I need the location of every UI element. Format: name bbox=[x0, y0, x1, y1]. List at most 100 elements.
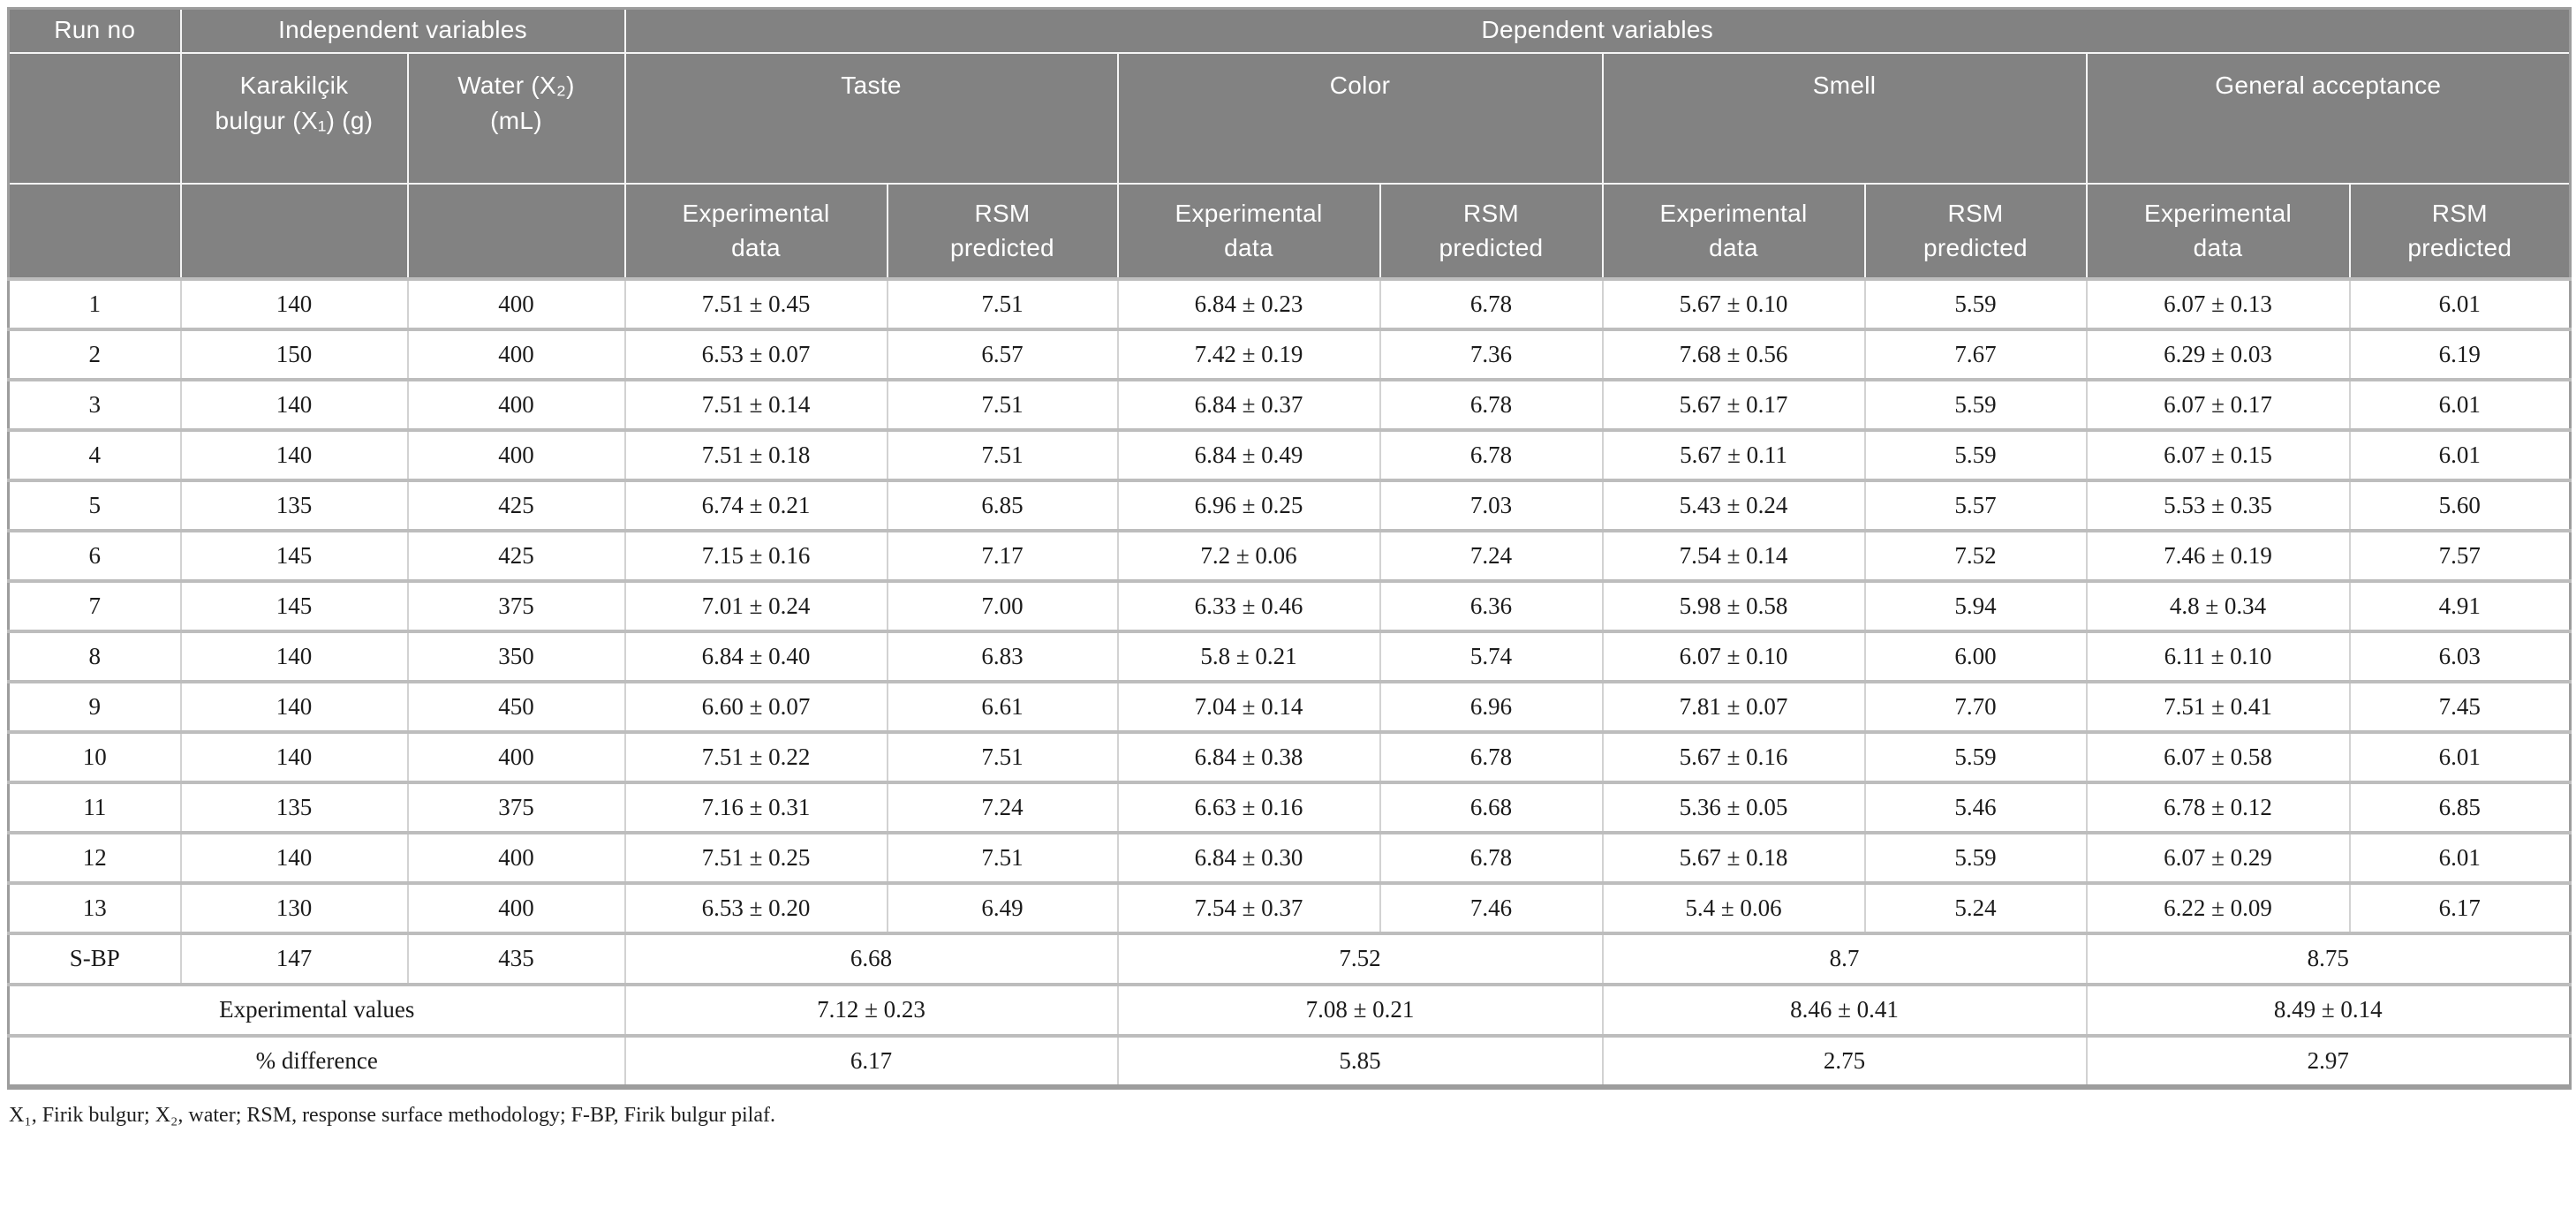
cell-water: 400 bbox=[406, 427, 626, 482]
cell-general-acceptance-experimental: 6.07 ± 0.58 bbox=[2085, 729, 2351, 784]
cell-karakilcik-bulgur: 140 bbox=[179, 377, 409, 432]
cell-color-experimental: 6.84 ± 0.23 bbox=[1116, 276, 1381, 331]
cell-run-no: 4 bbox=[7, 427, 182, 482]
cell-water: 375 bbox=[406, 578, 626, 633]
cell-taste-experimental: 6.84 ± 0.40 bbox=[623, 629, 888, 683]
cell-water: 400 bbox=[406, 880, 626, 935]
cell-color-rsm: 6.78 bbox=[1379, 830, 1604, 885]
table-row: 8 140 350 6.84 ± 0.40 6.83 5.8 ± 0.21 5.… bbox=[7, 629, 2572, 683]
cell-run-no: 1 bbox=[7, 276, 182, 331]
cell-general-acceptance-rsm: 5.60 bbox=[2348, 478, 2572, 532]
header-group-color: Color bbox=[1116, 51, 1604, 185]
header-water: Water (X₂) (mL) bbox=[406, 51, 626, 185]
cell-color-rsm: 7.03 bbox=[1379, 478, 1604, 532]
pct-difference-smell: 2.75 bbox=[1601, 1033, 2088, 1089]
cell-karakilcik-bulgur: 135 bbox=[179, 478, 409, 532]
cell-smell-experimental: 5.67 ± 0.17 bbox=[1601, 377, 1866, 432]
cell-smell-experimental: 5.67 ± 0.16 bbox=[1601, 729, 1866, 784]
cell-karakilcik-bulgur: 140 bbox=[179, 427, 409, 482]
cell-run-no: 5 bbox=[7, 478, 182, 532]
cell-karakilcik-bulgur: 130 bbox=[179, 880, 409, 935]
cell-general-acceptance-experimental: 6.07 ± 0.29 bbox=[2085, 830, 2351, 885]
cell-smell-rsm: 5.59 bbox=[1863, 276, 2088, 331]
cell-color-experimental: 7.04 ± 0.14 bbox=[1116, 679, 1381, 734]
cell-color-experimental: 6.84 ± 0.37 bbox=[1116, 377, 1381, 432]
cell-taste-experimental: 7.51 ± 0.18 bbox=[623, 427, 888, 482]
experimental-values-label: Experimental values bbox=[7, 982, 626, 1038]
cell-taste-rsm: 7.51 bbox=[886, 276, 1119, 331]
table-row: 6 145 425 7.15 ± 0.16 7.17 7.2 ± 0.06 7.… bbox=[7, 528, 2572, 583]
cell-general-acceptance-rsm: 6.17 bbox=[2348, 880, 2572, 935]
cell-water: 350 bbox=[406, 629, 626, 683]
cell-color-experimental: 6.63 ± 0.16 bbox=[1116, 780, 1381, 834]
cell-general-acceptance-experimental: 6.29 ± 0.03 bbox=[2085, 327, 2351, 381]
cell-color-rsm: 6.78 bbox=[1379, 276, 1604, 331]
cell-taste-experimental: 6.53 ± 0.20 bbox=[623, 880, 888, 935]
cell-run-no: 12 bbox=[7, 830, 182, 885]
cell-smell-experimental: 7.68 ± 0.56 bbox=[1601, 327, 1866, 381]
cell-color-rsm: 6.96 bbox=[1379, 679, 1604, 734]
header-karakilcik-bulgur: Karakilçik bulgur (X₁) (g) bbox=[179, 51, 409, 185]
cell-color-experimental: 5.8 ± 0.21 bbox=[1116, 629, 1381, 683]
cell-general-acceptance-experimental: 6.07 ± 0.15 bbox=[2085, 427, 2351, 482]
cell-taste-rsm: 7.51 bbox=[886, 729, 1119, 784]
cell-karakilcik-bulgur: 150 bbox=[179, 327, 409, 381]
cell-general-acceptance-experimental: 6.07 ± 0.13 bbox=[2085, 276, 2351, 331]
header-empty-3 bbox=[406, 182, 626, 280]
table-row: 12 140 400 7.51 ± 0.25 7.51 6.84 ± 0.30 … bbox=[7, 830, 2572, 885]
cell-smell-rsm: 5.57 bbox=[1863, 478, 2088, 532]
cell-color-experimental: 6.84 ± 0.38 bbox=[1116, 729, 1381, 784]
cell-karakilcik-bulgur: 140 bbox=[179, 276, 409, 331]
table-figure: Run no Independent variables Dependent v… bbox=[7, 7, 2572, 1127]
pct-difference-label: % difference bbox=[7, 1033, 626, 1089]
cell-general-acceptance-experimental: 7.46 ± 0.19 bbox=[2085, 528, 2351, 583]
header-dependent-variables: Dependent variables bbox=[623, 7, 2572, 54]
row-sbp: S-BP 147 435 6.68 7.52 8.7 8.75 bbox=[7, 931, 2572, 986]
cell-general-acceptance-rsm: 6.01 bbox=[2348, 427, 2572, 482]
header-empty-2 bbox=[179, 182, 409, 280]
cell-general-acceptance-rsm: 4.91 bbox=[2348, 578, 2572, 633]
cell-water: 400 bbox=[406, 830, 626, 885]
cell-smell-rsm: 7.70 bbox=[1863, 679, 2088, 734]
cell-smell-experimental: 5.98 ± 0.58 bbox=[1601, 578, 1866, 633]
cell-karakilcik-bulgur: 145 bbox=[179, 578, 409, 633]
cell-general-acceptance-experimental: 5.53 ± 0.35 bbox=[2085, 478, 2351, 532]
cell-general-acceptance-rsm: 6.85 bbox=[2348, 780, 2572, 834]
table-row: 13 130 400 6.53 ± 0.20 6.49 7.54 ± 0.37 … bbox=[7, 880, 2572, 935]
cell-general-acceptance-rsm: 6.01 bbox=[2348, 377, 2572, 432]
sbp-taste: 6.68 bbox=[623, 931, 1119, 986]
table-row: 7 145 375 7.01 ± 0.24 7.00 6.33 ± 0.46 6… bbox=[7, 578, 2572, 633]
table-row: 1 140 400 7.51 ± 0.45 7.51 6.84 ± 0.23 6… bbox=[7, 276, 2572, 331]
cell-taste-rsm: 7.51 bbox=[886, 427, 1119, 482]
table-row: 2 150 400 6.53 ± 0.07 6.57 7.42 ± 0.19 7… bbox=[7, 327, 2572, 381]
cell-general-acceptance-rsm: 7.57 bbox=[2348, 528, 2572, 583]
cell-run-no: 8 bbox=[7, 629, 182, 683]
header-independent-variables: Independent variables bbox=[179, 7, 626, 54]
cell-smell-rsm: 5.59 bbox=[1863, 427, 2088, 482]
cell-color-rsm: 6.78 bbox=[1379, 729, 1604, 784]
experimental-values-taste: 7.12 ± 0.23 bbox=[623, 982, 1119, 1038]
cell-smell-experimental: 5.36 ± 0.05 bbox=[1601, 780, 1866, 834]
cell-color-rsm: 6.78 bbox=[1379, 427, 1604, 482]
cell-general-acceptance-rsm: 6.03 bbox=[2348, 629, 2572, 683]
cell-taste-experimental: 7.51 ± 0.14 bbox=[623, 377, 888, 432]
header-taste-rsm-predicted: RSM predicted bbox=[886, 182, 1119, 280]
sbp-general-acceptance: 8.75 bbox=[2085, 931, 2572, 986]
cell-general-acceptance-experimental: 6.22 ± 0.09 bbox=[2085, 880, 2351, 935]
pct-difference-taste: 6.17 bbox=[623, 1033, 1119, 1089]
cell-smell-experimental: 5.4 ± 0.06 bbox=[1601, 880, 1866, 935]
cell-run-no: 3 bbox=[7, 377, 182, 432]
cell-smell-rsm: 5.46 bbox=[1863, 780, 2088, 834]
cell-water: 450 bbox=[406, 679, 626, 734]
cell-smell-rsm: 7.67 bbox=[1863, 327, 2088, 381]
header-general-acceptance-rsm-predicted: RSM predicted bbox=[2348, 182, 2572, 280]
header-general-acceptance-experimental-data: Experimental data bbox=[2085, 182, 2351, 280]
header-row-2: Karakilçik bulgur (X₁) (g) Water (X₂) (m… bbox=[7, 51, 2572, 185]
cell-water: 375 bbox=[406, 780, 626, 834]
cell-color-rsm: 6.36 bbox=[1379, 578, 1604, 633]
row-experimental-values: Experimental values 7.12 ± 0.23 7.08 ± 0… bbox=[7, 982, 2572, 1038]
table-body: 1 140 400 7.51 ± 0.45 7.51 6.84 ± 0.23 6… bbox=[7, 276, 2572, 935]
cell-karakilcik-bulgur: 145 bbox=[179, 528, 409, 583]
cell-color-experimental: 6.96 ± 0.25 bbox=[1116, 478, 1381, 532]
cell-karakilcik-bulgur: 135 bbox=[179, 780, 409, 834]
